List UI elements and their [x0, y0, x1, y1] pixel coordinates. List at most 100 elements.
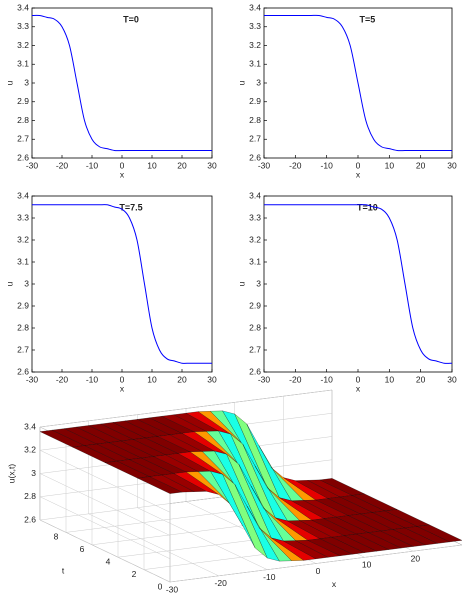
- x-axis-label: x: [332, 579, 337, 589]
- z-tick-label: 2.6: [24, 514, 36, 524]
- x-tick-label: -20: [56, 160, 69, 170]
- grid-line: [88, 513, 219, 577]
- x-tick-label: 10: [362, 560, 372, 570]
- plot-frame: [31, 7, 213, 159]
- x-tick-label: -10: [86, 160, 99, 170]
- y-tick-label: 2.6: [249, 152, 261, 162]
- x-tick-label: -10: [86, 374, 99, 384]
- line-series: [32, 204, 212, 364]
- x-tick-label: 10: [385, 374, 395, 384]
- x-tick-label: -10: [321, 374, 334, 384]
- y-tick-label: 3: [24, 77, 29, 87]
- y-tick-label: 2.9: [249, 300, 261, 310]
- x-tick-label: 0: [356, 160, 361, 170]
- y-tick-label: 3.4: [17, 190, 29, 200]
- x-tick-label: -20: [56, 374, 69, 384]
- y-tick-label: 2.7: [249, 344, 261, 354]
- z-tick-label: 2.8: [24, 491, 36, 501]
- y-tick-label: 3.2: [17, 234, 29, 244]
- x-tick-label: -20: [289, 374, 302, 384]
- y-axis-label: u: [236, 281, 246, 286]
- y-tick-label: 3.2: [249, 234, 261, 244]
- x-tick-label: -30: [26, 160, 39, 170]
- x-tick-label: 20: [177, 160, 187, 170]
- y-tick-label: 3.3: [249, 212, 261, 222]
- y-tick-label: 2.9: [17, 300, 29, 310]
- x-tick-label: -30: [258, 374, 271, 384]
- x-tick-label: -30: [166, 584, 179, 593]
- x-tick-label: 10: [147, 160, 157, 170]
- y-tick-label: 6: [80, 544, 85, 554]
- x-tick-label: 0: [356, 374, 361, 384]
- y-tick-label: 3.1: [249, 59, 261, 69]
- y-tick-label: 2.7: [17, 134, 29, 144]
- x-tick-label: -30: [258, 160, 271, 170]
- line-series: [264, 14, 452, 152]
- x-axis-label: x: [120, 169, 125, 179]
- x-tick-label: -10: [263, 572, 276, 582]
- x-tick-label: 30: [447, 374, 457, 384]
- x-tick-label: 0: [120, 160, 125, 170]
- grid-line: [39, 496, 171, 559]
- grid-line: [137, 507, 268, 570]
- x-tick-label: -10: [321, 160, 334, 170]
- surface-patch: [416, 524, 463, 543]
- y-tick-label: 3: [256, 278, 261, 288]
- y-tick-label: 3.2: [17, 40, 29, 50]
- y-tick-label: 2.7: [249, 134, 261, 144]
- y-tick-label: 2.6: [17, 366, 29, 376]
- x-tick-label: -20: [215, 578, 228, 588]
- x-tick-label: 0: [316, 566, 321, 576]
- x-tick-label: -20: [289, 160, 302, 170]
- y-tick-label: 8: [54, 532, 59, 542]
- y-axis-label: u: [4, 80, 14, 85]
- y-axis-label: u: [236, 80, 246, 85]
- y-tick-label: 2.8: [249, 115, 261, 125]
- y-tick-label: 3.1: [17, 59, 29, 69]
- x-tick-label: 10: [147, 374, 157, 384]
- z-tick-label: 3.4: [24, 421, 36, 431]
- y-tick-label: 3: [256, 77, 261, 87]
- x-tick-label: 20: [416, 160, 426, 170]
- y-tick-label: 3: [24, 278, 29, 288]
- y-tick-label: 2.8: [17, 322, 29, 332]
- y-tick-label: 3.1: [17, 256, 29, 266]
- grid-line: [39, 519, 171, 583]
- annotation: T=7.5: [119, 202, 142, 212]
- x-tick-label: 30: [447, 160, 457, 170]
- x-axis-label: x: [120, 383, 125, 393]
- y-tick-label: 2.9: [249, 96, 261, 106]
- plot-frame: [31, 195, 213, 373]
- annotation: T=5: [360, 14, 376, 24]
- y-tick-label: 3.2: [249, 40, 261, 50]
- y-tick-label: 3.4: [17, 2, 29, 12]
- z-axis-label: u(x,t): [6, 464, 16, 484]
- y-tick-label: 2.9: [17, 96, 29, 106]
- y-tick-label: 2.8: [17, 115, 29, 125]
- y-tick-label: 3.3: [17, 21, 29, 31]
- y-tick-label: 3.1: [249, 256, 261, 266]
- y-tick-label: 2.8: [249, 322, 261, 332]
- y-axis-label: u: [4, 281, 14, 286]
- x-axis-label: x: [356, 169, 361, 179]
- x-tick-label: 20: [411, 553, 421, 563]
- grid-line: [39, 450, 171, 513]
- annotation: T=0: [123, 14, 139, 24]
- x-tick-label: 30: [207, 160, 217, 170]
- x-tick-label: 10: [385, 160, 395, 170]
- y-tick-label: 3.4: [249, 2, 261, 12]
- y-tick-label: 2.6: [17, 152, 29, 162]
- y-tick-label: 2.6: [249, 366, 261, 376]
- z-tick-label: 3.2: [24, 445, 36, 455]
- annotation: T=10: [357, 202, 378, 212]
- x-axis-label: x: [356, 383, 361, 393]
- y-tick-label: 4: [106, 556, 111, 566]
- y-tick-label: 2: [132, 569, 137, 579]
- x-tick-label: 20: [416, 374, 426, 384]
- y-tick-label: 3.3: [249, 21, 261, 31]
- x-tick-label: 20: [177, 374, 187, 384]
- grid-line: [169, 544, 463, 583]
- line-series: [264, 204, 453, 364]
- x-tick-label: 0: [120, 374, 125, 384]
